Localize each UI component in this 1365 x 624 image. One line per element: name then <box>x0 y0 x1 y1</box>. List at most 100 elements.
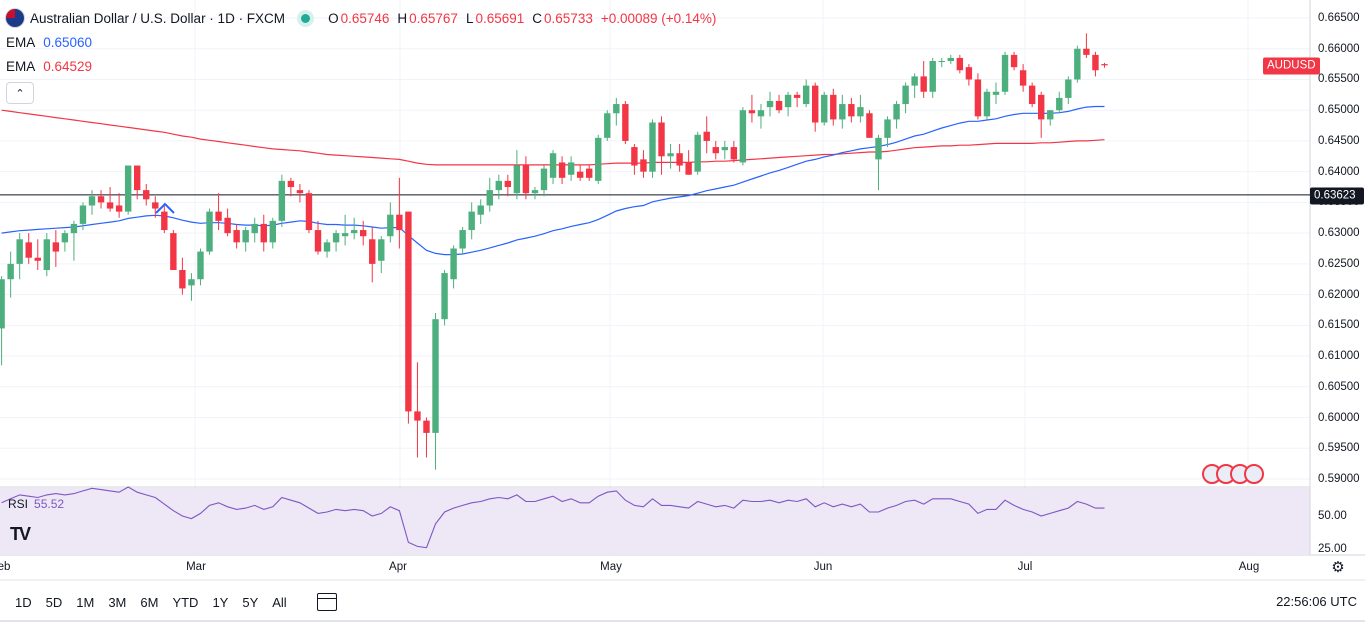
candle-up <box>242 230 249 243</box>
candle-up <box>821 94 828 123</box>
range-all-button[interactable]: All <box>272 594 287 610</box>
chevron-up-icon <box>155 202 175 214</box>
candle-up <box>1074 48 1081 80</box>
candle-down <box>1028 85 1036 105</box>
candle-down <box>423 420 430 433</box>
candle-up <box>613 104 620 114</box>
open-label: O <box>328 10 339 26</box>
candle-down <box>233 230 240 243</box>
ema-fast-row[interactable]: EMA 0.65060 <box>6 30 724 54</box>
candle-down <box>730 147 738 160</box>
candle-up <box>902 85 909 105</box>
candle-down <box>97 196 105 203</box>
range-3m-button[interactable]: 3M <box>108 594 127 610</box>
price-tick-label: 0.60000 <box>1318 411 1360 424</box>
price-tick-label: 0.64000 <box>1318 165 1360 178</box>
open-value: 0.65746 <box>340 10 390 26</box>
candle-up <box>61 233 69 243</box>
candle-down <box>1010 54 1018 68</box>
price-tick-label: 0.65000 <box>1318 104 1360 117</box>
candle-down <box>134 165 141 191</box>
candle-up <box>694 134 701 172</box>
range-5d-button[interactable]: 5D <box>45 594 63 610</box>
range-1m-button[interactable]: 1M <box>76 594 95 610</box>
candle-up <box>567 162 575 175</box>
candle-up <box>0 279 5 329</box>
candle-up <box>278 180 286 221</box>
candle-down <box>848 104 855 117</box>
rsi-tick-25: 25.00 <box>1318 543 1347 555</box>
candle-up <box>784 94 792 108</box>
candle-down <box>576 171 584 178</box>
collapse-legend-button[interactable]: ⌃ <box>6 82 34 104</box>
candle-down <box>115 205 123 212</box>
candle-down <box>296 190 304 194</box>
price-tick-label: 0.60500 <box>1318 380 1360 393</box>
price-tick-label: 0.66000 <box>1318 42 1360 55</box>
us-flag-icon[interactable] <box>1244 464 1264 484</box>
candle-up <box>378 239 385 261</box>
candle-up <box>857 107 864 117</box>
candle-up <box>875 137 882 160</box>
candle-down <box>52 242 60 252</box>
calendar-icon[interactable] <box>316 593 337 611</box>
rsi-legend[interactable]: RSI 55.52 <box>8 497 64 511</box>
candle-up <box>802 85 810 105</box>
time-axis[interactable]: eb Mar Apr May Jun Jul Aug <box>0 556 1310 580</box>
symbol-title[interactable]: Australian Dollar / U.S. Dollar · 1D · F… <box>30 10 286 26</box>
candle-down <box>396 214 403 231</box>
change-value: +0.00089 (+0.14%) <box>600 10 717 26</box>
symbol-price-badge: AUDUSD <box>1263 57 1320 75</box>
candle-down <box>866 113 873 138</box>
time-tick-label: Jul <box>1017 561 1033 573</box>
range-1d-button[interactable]: 1D <box>15 594 32 610</box>
price-axis[interactable]: 0.66500 0.66000 0.65500 0.65000 0.64500 0.640… <box>1310 0 1365 555</box>
candle-up <box>1056 97 1063 111</box>
range-ytd-button[interactable]: YTD <box>172 594 199 610</box>
candle-up <box>43 239 50 271</box>
candle-down <box>522 165 530 194</box>
candle-down <box>1019 70 1027 86</box>
range-6m-button[interactable]: 6M <box>140 594 159 610</box>
candle-up <box>540 168 548 191</box>
ema-slow-row[interactable]: EMA 0.64529 <box>6 54 724 78</box>
candle-up <box>495 180 502 191</box>
bottom-toolbar: 1D 5D 1M 3M 6M YTD 1Y 5Y All 22:56:06 UT… <box>0 588 1365 616</box>
candle-down <box>974 79 982 117</box>
candle-up <box>983 91 991 117</box>
price-tick-label: 0.64500 <box>1318 134 1360 147</box>
economic-events[interactable] <box>1202 464 1264 484</box>
tradingview-logo[interactable]: TV <box>10 524 31 544</box>
candle-up <box>992 91 1000 95</box>
candle-up <box>667 153 674 157</box>
price-tick-label: 0.61000 <box>1318 350 1360 363</box>
candle-up <box>1047 110 1054 120</box>
candle-down <box>1092 54 1099 71</box>
time-tick-label: eb <box>0 561 11 573</box>
market-open-icon <box>301 13 311 23</box>
candle-up <box>893 104 900 120</box>
gear-icon[interactable]: ⚙ <box>1331 559 1345 576</box>
candle-up <box>188 279 195 286</box>
candle-down <box>305 193 313 231</box>
candle-up <box>549 153 557 178</box>
candle-down <box>558 162 566 178</box>
candle-up <box>7 263 14 280</box>
candle-down <box>287 180 295 188</box>
candle-down <box>224 217 231 234</box>
range-1y-button[interactable]: 1Y <box>212 594 229 610</box>
candle-down <box>25 242 32 258</box>
candle-up <box>595 137 602 181</box>
candle-up <box>757 110 765 117</box>
utc-clock[interactable]: 22:56:06 UTC <box>1276 594 1357 609</box>
candle-down <box>152 202 159 209</box>
candle-down <box>793 94 801 98</box>
candle-down <box>260 223 267 243</box>
range-5y-button[interactable]: 5Y <box>242 594 259 610</box>
candle-down <box>106 202 114 209</box>
price-tick-label: 0.61500 <box>1318 319 1360 332</box>
candle-up <box>341 233 349 237</box>
high-label: H <box>397 10 408 26</box>
candle-down <box>1083 48 1090 55</box>
